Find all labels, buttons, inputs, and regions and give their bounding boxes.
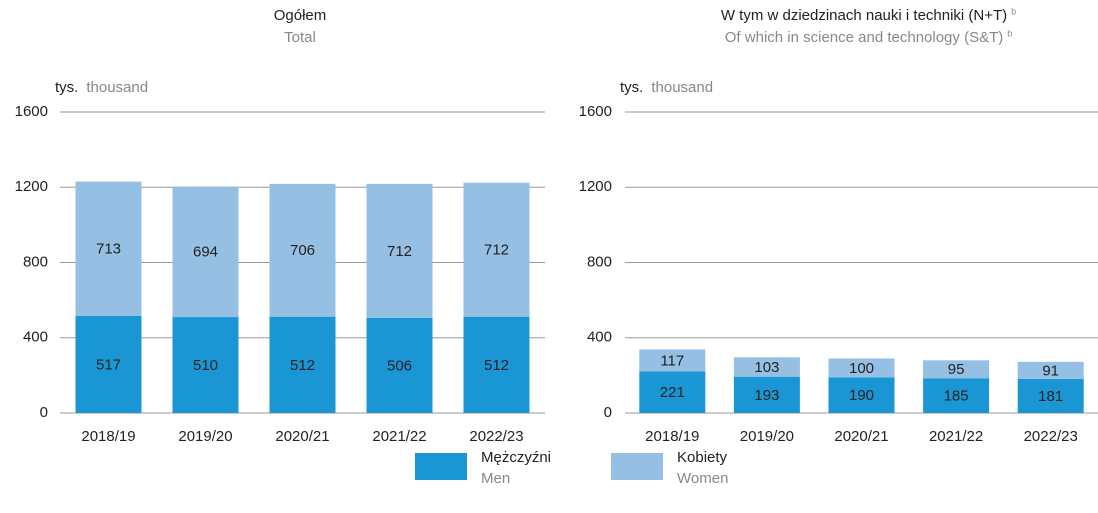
bar-segment <box>828 358 895 378</box>
y-tick-label: 1600 <box>15 103 48 120</box>
data-label: 512 <box>290 357 315 374</box>
data-label: 193 <box>754 387 779 404</box>
chart-title: W tym w dziedzinach nauki i techniki (N+… <box>721 7 1007 24</box>
bar-segment <box>923 378 990 413</box>
data-label: 103 <box>754 359 779 376</box>
legend-label-en: Men <box>481 470 510 487</box>
data-label: 506 <box>387 357 412 374</box>
bar-segment <box>828 377 895 413</box>
data-label: 95 <box>948 361 965 378</box>
bar-segment <box>639 349 706 372</box>
y-tick-label: 1200 <box>15 178 48 195</box>
data-label: 712 <box>484 242 509 259</box>
unit-label-en: thousand <box>651 79 713 96</box>
bar-segment <box>463 182 530 317</box>
data-label: 713 <box>96 241 121 258</box>
bar-segment <box>75 181 142 316</box>
bar-segment <box>75 315 142 413</box>
x-tick-label: 2021/22 <box>372 428 426 445</box>
bar-segment <box>366 317 433 413</box>
y-tick-label: 0 <box>604 404 612 421</box>
bar-segment <box>269 316 336 413</box>
legend-swatch <box>611 453 663 480</box>
x-tick-label: 2018/19 <box>645 428 699 445</box>
x-tick-label: 2021/22 <box>929 428 983 445</box>
bar-segment <box>172 317 239 413</box>
x-tick-label: 2020/21 <box>275 428 329 445</box>
x-tick-label: 2022/23 <box>469 428 523 445</box>
chart-subtitle: Total <box>284 29 316 46</box>
bar-segment <box>463 316 530 413</box>
unit-label: tys. <box>55 79 78 96</box>
y-tick-label: 800 <box>23 253 48 270</box>
bar-segment <box>1017 378 1084 413</box>
data-label: 512 <box>484 357 509 374</box>
x-tick-label: 2019/20 <box>178 428 232 445</box>
bar-segment <box>733 357 800 377</box>
data-label: 190 <box>849 387 874 404</box>
data-label: 221 <box>660 384 685 401</box>
bar-segment <box>639 371 706 413</box>
data-label: 117 <box>660 352 684 369</box>
bar-segment <box>1017 361 1084 379</box>
bar-segment <box>733 376 800 413</box>
bar-segment <box>366 183 433 318</box>
data-label: 694 <box>193 244 218 261</box>
data-label: 706 <box>290 242 315 259</box>
x-tick-label: 2018/19 <box>81 428 135 445</box>
y-tick-label: 400 <box>23 329 48 346</box>
legend-label-en: Women <box>677 470 728 487</box>
data-label: 181 <box>1038 388 1063 405</box>
chart-subtitle: Of which in science and technology (S&T) <box>725 29 1003 46</box>
data-label: 517 <box>96 356 121 373</box>
y-tick-label: 1200 <box>579 178 612 195</box>
bar-segment <box>172 186 239 318</box>
legend-label: Kobiety <box>677 449 728 466</box>
y-tick-label: 1600 <box>579 103 612 120</box>
bar-segment <box>923 360 990 379</box>
data-label: 185 <box>944 388 969 405</box>
unit-label-en: thousand <box>86 79 148 96</box>
y-tick-label: 0 <box>40 404 48 421</box>
data-label: 510 <box>193 357 218 374</box>
x-tick-label: 2019/20 <box>740 428 794 445</box>
data-label: 100 <box>849 360 874 377</box>
subtitle-note: b <box>1007 28 1012 38</box>
chart-title: Ogółem <box>274 7 327 24</box>
title-note: b <box>1011 6 1016 16</box>
data-label: 712 <box>387 243 412 260</box>
bar-segment <box>269 183 336 317</box>
legend-label: Mężczyźni <box>481 449 551 466</box>
x-tick-label: 2020/21 <box>834 428 888 445</box>
y-tick-label: 400 <box>587 329 612 346</box>
unit-label: tys. <box>620 79 643 96</box>
x-tick-label: 2022/23 <box>1024 428 1078 445</box>
data-label: 91 <box>1042 362 1059 379</box>
y-tick-label: 800 <box>587 253 612 270</box>
legend-swatch <box>415 453 467 480</box>
